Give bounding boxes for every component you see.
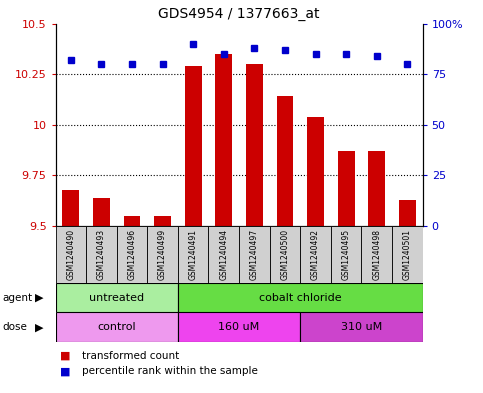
Text: percentile rank within the sample: percentile rank within the sample xyxy=(82,366,258,376)
Text: GSM1240501: GSM1240501 xyxy=(403,229,412,280)
Text: GSM1240500: GSM1240500 xyxy=(281,229,289,280)
Text: GSM1240493: GSM1240493 xyxy=(97,229,106,280)
Bar xyxy=(300,312,423,342)
Text: ■: ■ xyxy=(60,351,71,361)
Text: dose: dose xyxy=(2,322,28,332)
Bar xyxy=(239,226,270,283)
Bar xyxy=(331,226,361,283)
Text: 160 uM: 160 uM xyxy=(218,322,260,332)
Text: ▶: ▶ xyxy=(35,293,43,303)
Text: GSM1240494: GSM1240494 xyxy=(219,229,228,280)
Text: control: control xyxy=(98,322,136,332)
Bar xyxy=(369,151,385,226)
Bar xyxy=(215,54,232,226)
Bar xyxy=(56,283,178,312)
Bar xyxy=(56,312,178,342)
Bar xyxy=(62,189,79,226)
Bar xyxy=(246,64,263,226)
Text: GSM1240497: GSM1240497 xyxy=(250,229,259,280)
Bar xyxy=(56,226,86,283)
Bar xyxy=(307,117,324,226)
Bar xyxy=(154,216,171,226)
Bar xyxy=(178,226,209,283)
Bar xyxy=(93,198,110,226)
Text: 310 uM: 310 uM xyxy=(341,322,382,332)
Bar xyxy=(86,226,117,283)
Text: GSM1240492: GSM1240492 xyxy=(311,229,320,280)
Bar xyxy=(277,96,293,226)
Text: transformed count: transformed count xyxy=(82,351,179,361)
Text: GSM1240496: GSM1240496 xyxy=(128,229,137,280)
Bar xyxy=(300,226,331,283)
Bar xyxy=(185,66,201,226)
Text: GSM1240491: GSM1240491 xyxy=(189,229,198,280)
Text: ■: ■ xyxy=(60,366,71,376)
Bar xyxy=(361,226,392,283)
Bar xyxy=(270,226,300,283)
Bar xyxy=(147,226,178,283)
Bar xyxy=(209,226,239,283)
Text: GSM1240498: GSM1240498 xyxy=(372,229,381,280)
Text: untreated: untreated xyxy=(89,293,144,303)
Text: GSM1240490: GSM1240490 xyxy=(66,229,75,280)
Title: GDS4954 / 1377663_at: GDS4954 / 1377663_at xyxy=(158,7,320,21)
Bar xyxy=(117,226,147,283)
Bar xyxy=(124,216,141,226)
Text: ▶: ▶ xyxy=(35,322,43,332)
Text: agent: agent xyxy=(2,293,32,303)
Bar xyxy=(178,283,423,312)
Text: GSM1240495: GSM1240495 xyxy=(341,229,351,280)
Bar xyxy=(392,226,423,283)
Bar xyxy=(399,200,416,226)
Bar xyxy=(178,312,300,342)
Text: GSM1240499: GSM1240499 xyxy=(158,229,167,280)
Bar xyxy=(338,151,355,226)
Text: cobalt chloride: cobalt chloride xyxy=(259,293,341,303)
